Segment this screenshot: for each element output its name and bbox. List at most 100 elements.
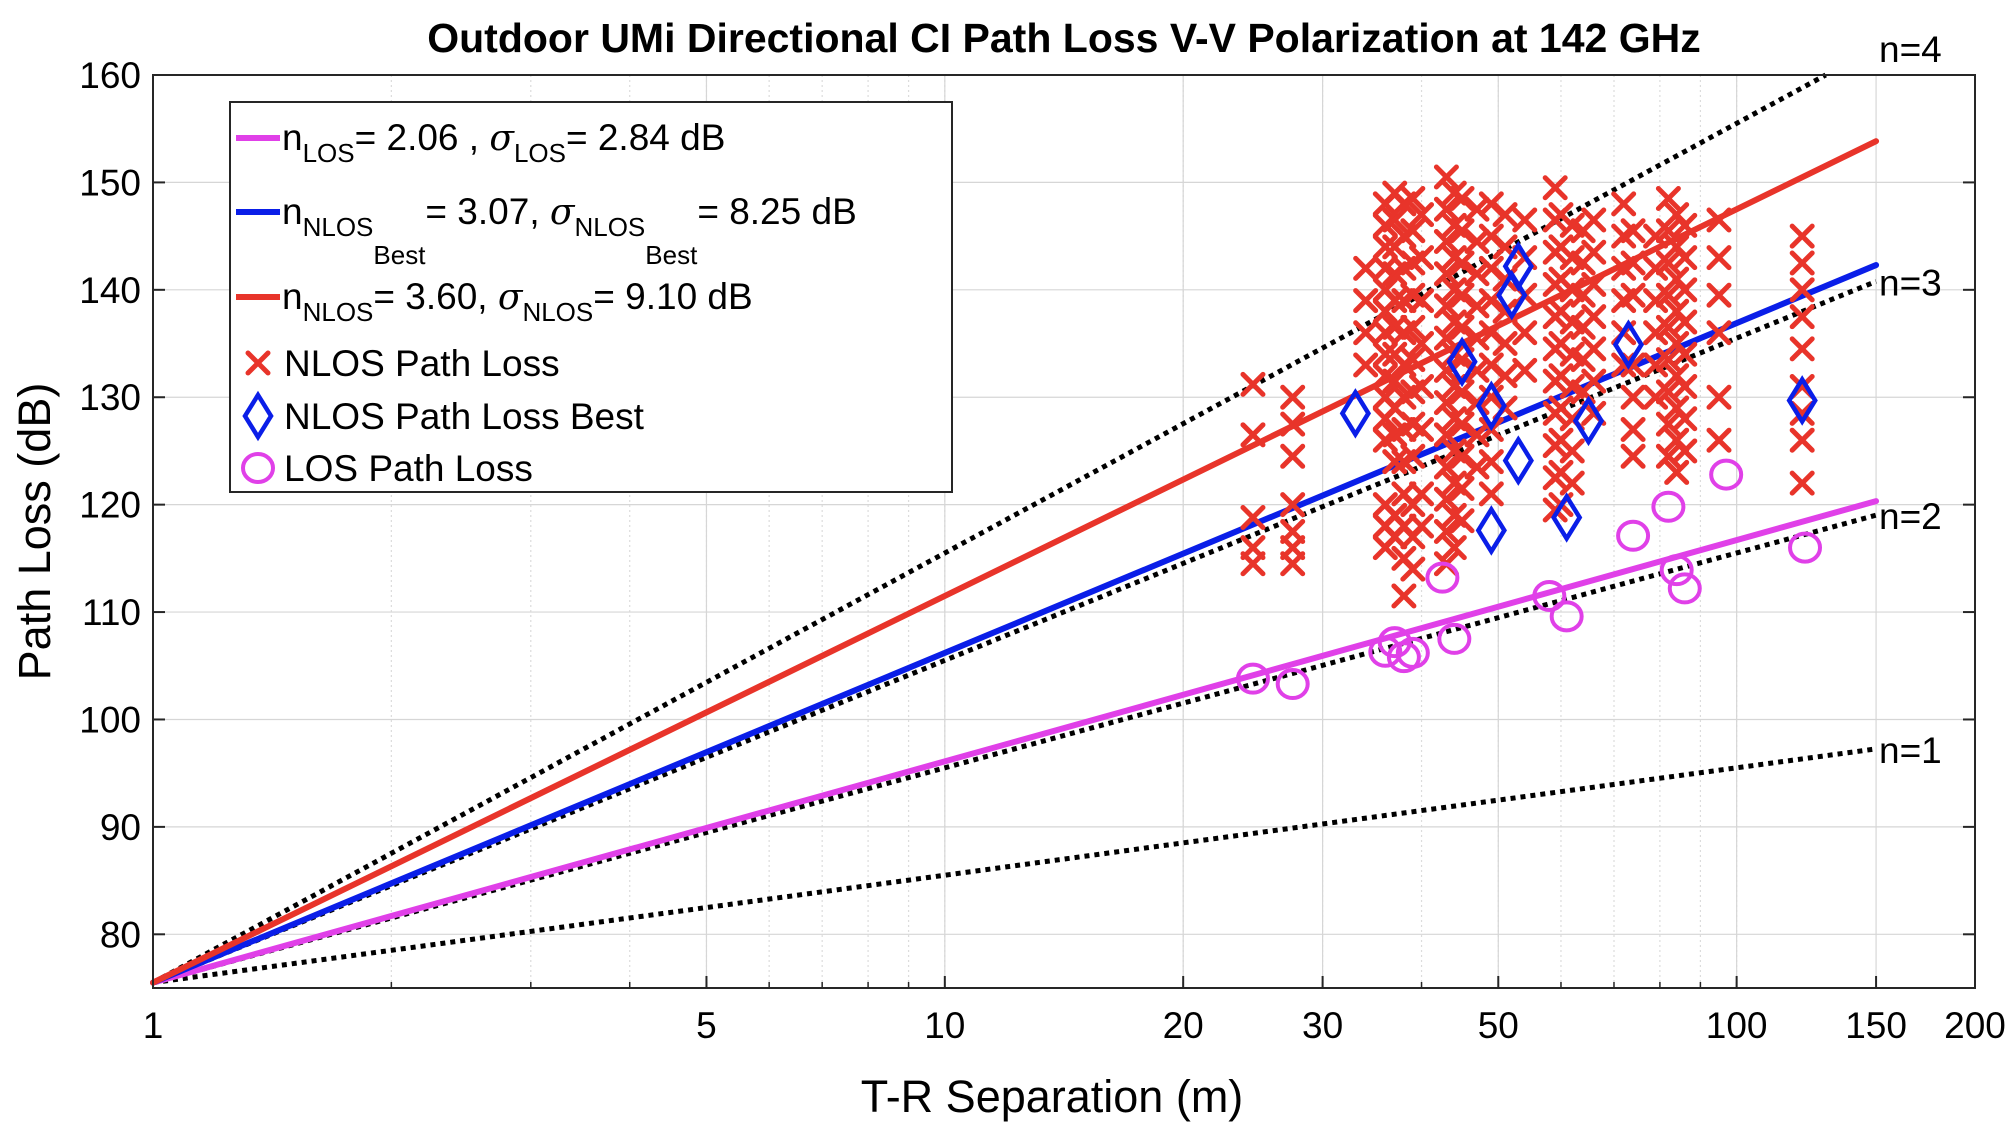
- x-marker-stroke: [1620, 250, 1646, 276]
- los-point: [1667, 572, 1702, 605]
- y-tick-label: 150: [79, 162, 141, 203]
- x-marker-stroke: [1478, 449, 1504, 475]
- nlos-point: [1581, 271, 1607, 297]
- nlos-point: [1433, 325, 1459, 351]
- x-marker-stroke: [1706, 245, 1732, 271]
- nlos-point: [1433, 390, 1459, 416]
- x-marker-stroke: [1353, 352, 1379, 378]
- x-tick-label: 100: [1706, 1005, 1768, 1046]
- x-marker-stroke: [1643, 320, 1669, 346]
- nlos-point: [1643, 288, 1669, 314]
- nlos-point: [1492, 331, 1518, 357]
- x-marker-stroke: [1559, 470, 1585, 496]
- x-marker-stroke: [1512, 320, 1538, 346]
- nlos-point: [1409, 331, 1435, 357]
- x-marker-stroke: [1492, 331, 1518, 357]
- nlos-point: [1409, 513, 1435, 539]
- y-tick-label: 160: [79, 55, 141, 96]
- nlos-point: [1382, 368, 1408, 394]
- nlos-best-point: [1572, 395, 1605, 447]
- nlos-point: [1789, 277, 1815, 303]
- x-marker-stroke: [1620, 416, 1646, 442]
- x-marker-stroke: [1464, 261, 1490, 287]
- nlos-point: [1620, 384, 1646, 410]
- nlos-point: [1441, 535, 1467, 561]
- x-marker-stroke: [1433, 164, 1459, 190]
- nlos-point: [1464, 196, 1490, 222]
- x-marker-stroke: [1433, 325, 1459, 351]
- x-marker-stroke: [1372, 363, 1398, 389]
- x-marker-stroke: [1409, 288, 1435, 314]
- nlos-point: [1643, 223, 1669, 249]
- x-marker-stroke: [1643, 384, 1669, 410]
- x-marker-stroke: [1581, 239, 1607, 265]
- x-marker-stroke: [1449, 186, 1475, 212]
- los-point: [1395, 636, 1430, 669]
- y-tick-label: 90: [100, 807, 141, 848]
- nlos-point: [1409, 245, 1435, 271]
- x-marker-stroke: [1581, 304, 1607, 330]
- nlos-point: [1620, 443, 1646, 469]
- reference-line: [152, 512, 1877, 986]
- nlos-point: [1449, 218, 1475, 244]
- nlos-point: [1433, 228, 1459, 254]
- x-marker-stroke: [1655, 250, 1681, 276]
- x-marker-stroke: [1512, 207, 1538, 233]
- nlos-point: [1706, 245, 1732, 271]
- legend: nLOS= 2.06 , σLOS= 2.84 dB nNLOSBest= 3.0…: [229, 101, 953, 493]
- x-marker-stroke: [1620, 384, 1646, 410]
- nlos-point: [1353, 320, 1379, 346]
- nlos-point: [1433, 454, 1459, 480]
- x-marker-stroke: [1655, 379, 1681, 405]
- x-marker-stroke: [1706, 320, 1732, 346]
- x-marker-stroke: [1280, 492, 1306, 518]
- x-marker-stroke: [1672, 341, 1698, 367]
- x-marker-stroke: [1478, 320, 1504, 346]
- x-marker-stroke: [1706, 282, 1732, 308]
- x-marker-stroke: [1581, 336, 1607, 362]
- x-marker-stroke: [1400, 314, 1426, 340]
- nlos-point: [1449, 508, 1475, 534]
- nlos-point: [1280, 384, 1306, 410]
- x-marker-stroke: [1464, 422, 1490, 448]
- nlos-point: [1672, 341, 1698, 367]
- x-marker-stroke: [1559, 212, 1585, 238]
- nlos-point: [1280, 411, 1306, 437]
- x-marker-stroke: [1280, 384, 1306, 410]
- x-marker-stroke: [1280, 551, 1306, 577]
- nlos-point: [1240, 371, 1266, 397]
- nlos-best-point: [1339, 388, 1372, 439]
- x-marker-stroke: [1382, 207, 1408, 233]
- x-marker-stroke: [1706, 207, 1732, 233]
- x-marker-stroke: [1706, 384, 1732, 410]
- nlos-point: [1672, 309, 1698, 335]
- x-marker-stroke: [1643, 223, 1669, 249]
- x-marker-stroke: [1643, 255, 1669, 281]
- nlos-point: [1672, 212, 1698, 238]
- x-marker-stroke: [1672, 245, 1698, 271]
- x-marker-stroke: [1643, 288, 1669, 314]
- x-tick-label: 1: [143, 1005, 164, 1046]
- x-marker-stroke: [1280, 411, 1306, 437]
- nlos-point: [1559, 438, 1585, 464]
- x-marker-stroke: [1464, 228, 1490, 254]
- x-marker-stroke: [1433, 293, 1459, 319]
- x-marker-stroke: [1441, 535, 1467, 561]
- x-marker-stroke: [1372, 234, 1398, 260]
- x-marker-stroke: [1382, 288, 1408, 314]
- nlos-point: [1492, 202, 1518, 228]
- x-marker-stroke: [1409, 202, 1435, 228]
- los-point: [1437, 622, 1472, 655]
- nlos-point: [1449, 476, 1475, 502]
- x-marker-stroke: [1559, 309, 1585, 335]
- legend-box: [229, 101, 953, 493]
- los-point: [1368, 635, 1403, 668]
- y-tick-label: 120: [79, 485, 141, 526]
- nlos-point: [1478, 481, 1504, 507]
- legend-marker-swatch: [241, 452, 275, 484]
- x-marker-stroke: [1706, 427, 1732, 453]
- nlos-point: [1789, 336, 1815, 362]
- nlos-point: [1464, 454, 1490, 480]
- x-marker-stroke: [1478, 223, 1504, 249]
- x-marker-stroke: [1512, 357, 1538, 383]
